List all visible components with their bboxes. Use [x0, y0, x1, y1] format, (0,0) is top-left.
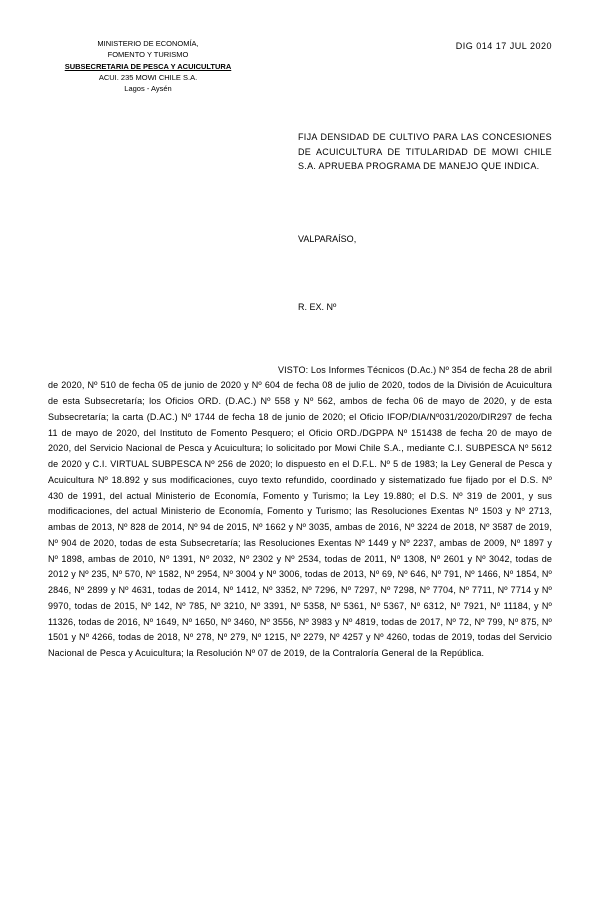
- ministry-line1: MINISTERIO DE ECONOMÍA,: [48, 38, 248, 49]
- body-content: Los Informes Técnicos (D.Ac.) Nº 354 de …: [48, 365, 552, 659]
- rex-block: R. EX. Nº: [298, 301, 552, 313]
- visto-label: VISTO:: [278, 363, 308, 379]
- letterhead: MINISTERIO DE ECONOMÍA, FOMENTO Y TURISM…: [48, 38, 248, 94]
- doc-number: DIG 014 17 JUL 2020: [456, 38, 552, 52]
- rex-text: R. EX. Nº: [298, 302, 336, 312]
- title-text: FIJA DENSIDAD DE CULTIVO PARA LAS CONCES…: [298, 132, 552, 171]
- location-text: VALPARAÍSO,: [298, 234, 356, 244]
- title-block: FIJA DENSIDAD DE CULTIVO PARA LAS CONCES…: [298, 130, 552, 173]
- body-text: VISTO: Los Informes Técnicos (D.Ac.) Nº …: [48, 363, 552, 662]
- subsecretaria: SUBSECRETARIA DE PESCA Y ACUICULTURA: [48, 61, 248, 72]
- region: Lagos - Aysén: [48, 83, 248, 94]
- location-block: VALPARAÍSO,: [298, 233, 552, 245]
- company: ACUI. 235 MOWI CHILE S.A.: [48, 72, 248, 83]
- ministry-line2: FOMENTO Y TURISMO: [48, 49, 248, 60]
- top-row: MINISTERIO DE ECONOMÍA, FOMENTO Y TURISM…: [48, 38, 552, 94]
